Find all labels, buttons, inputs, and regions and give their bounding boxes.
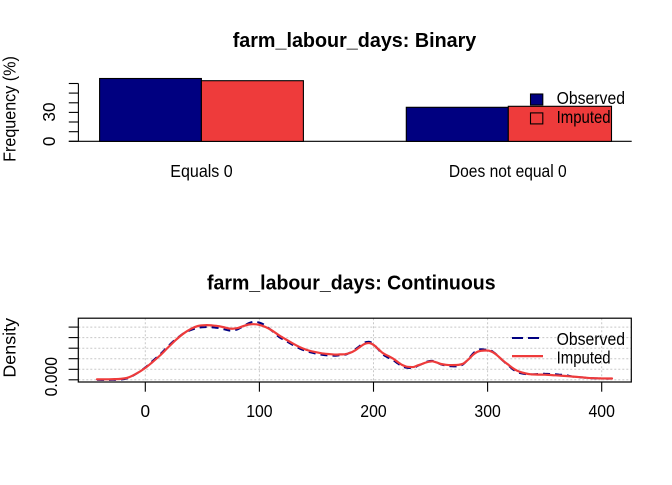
svg-text:Observed: Observed (557, 88, 625, 108)
svg-text:100: 100 (246, 401, 272, 421)
svg-text:30: 30 (39, 102, 59, 121)
svg-text:0: 0 (141, 401, 151, 421)
svg-text:0: 0 (39, 137, 59, 147)
svg-text:Equals 0: Equals 0 (170, 161, 232, 181)
svg-text:400: 400 (589, 401, 615, 421)
svg-text:0.000: 0.000 (41, 357, 61, 396)
svg-text:200: 200 (360, 401, 386, 421)
svg-text:Imputed: Imputed (557, 347, 611, 367)
svg-text:farm_labour_days: Continuous: farm_labour_days: Continuous (207, 272, 496, 294)
svg-text:Frequency (%): Frequency (%) (0, 56, 20, 162)
svg-text:farm_labour_days: Binary: farm_labour_days: Binary (233, 30, 477, 52)
svg-text:Observed: Observed (557, 329, 625, 349)
svg-text:300: 300 (474, 401, 500, 421)
svg-text:Does not equal 0: Does not equal 0 (449, 161, 567, 181)
svg-text:Imputed: Imputed (557, 107, 611, 127)
svg-text:Density: Density (0, 318, 20, 378)
